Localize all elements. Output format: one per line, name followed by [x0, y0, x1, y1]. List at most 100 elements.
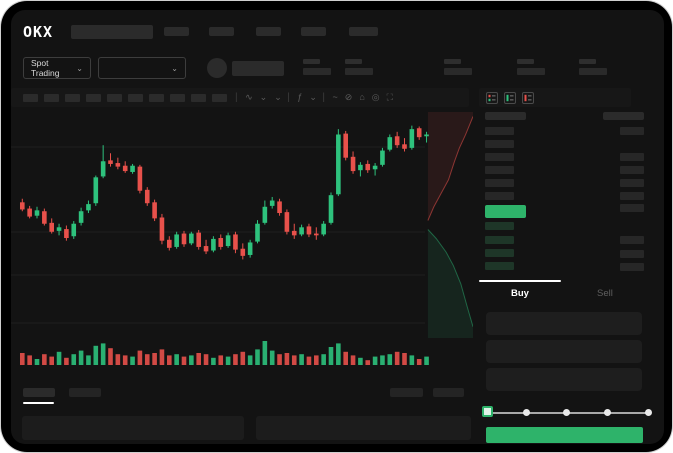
chevron-down-icon: ⌄ [76, 63, 83, 73]
ask-row-placeholder [485, 127, 514, 135]
book-combined-icon[interactable] [486, 91, 498, 104]
stat-label-placeholder [579, 59, 596, 64]
bid-amount-placeholder [620, 236, 644, 244]
candle-style-icon[interactable]: ∿ [245, 92, 253, 102]
orderbook-header-amount [603, 112, 644, 120]
interval-button-placeholder[interactable] [212, 93, 227, 102]
orders-table-placeholder [256, 416, 471, 440]
stat-label-placeholder [444, 59, 461, 64]
interval-button-placeholder[interactable] [107, 93, 122, 102]
settings-icon[interactable]: ◎ [371, 92, 380, 102]
slider-stop-dot[interactable] [604, 409, 611, 416]
interval-button-placeholder[interactable] [65, 93, 80, 102]
ask-row-placeholder [485, 140, 514, 148]
stat-value-placeholder [303, 68, 331, 75]
stat-value-placeholder [444, 68, 472, 75]
bottom-action-placeholder[interactable] [390, 388, 423, 397]
candlestick-chart[interactable] [11, 106, 473, 382]
bottom-tab[interactable] [69, 388, 101, 397]
ticker-stat-placeholder [444, 59, 472, 75]
chart-toolbar: | ∿ ⌄ ⌄ | ƒ ⌄ | ~ ⊘ ⌂ ◎ ⛶ [11, 88, 469, 107]
tab-buy[interactable]: Buy [511, 288, 529, 299]
bid-row-placeholder [485, 236, 514, 244]
bottom-action-placeholder[interactable] [433, 388, 464, 397]
chevron-down-icon: ⌄ [171, 63, 178, 73]
ask-row-placeholder [485, 192, 514, 200]
interval-button-placeholder[interactable] [128, 93, 143, 102]
bottom-tab-active[interactable] [23, 388, 55, 397]
amount-input-placeholder[interactable] [486, 340, 642, 363]
slider-stop-dot[interactable] [563, 409, 570, 416]
search-placeholder[interactable] [71, 25, 153, 39]
chevron-down-icon[interactable]: ⌄ [309, 92, 317, 102]
bid-row-placeholder [485, 262, 514, 270]
stat-value-placeholder [345, 68, 373, 75]
ticker-stat-placeholder [517, 59, 545, 75]
tab-sell[interactable]: Sell [597, 288, 613, 299]
ask-row-placeholder [485, 179, 514, 187]
book-sell-icon[interactable] [522, 91, 534, 104]
ticker-stat-placeholder [345, 59, 373, 75]
ask-row-placeholder [485, 153, 514, 161]
nav-item-placeholder[interactable] [349, 27, 378, 36]
ask-amount-placeholder [620, 166, 644, 174]
stat-label-placeholder [345, 59, 362, 64]
orderbook-header-price [485, 112, 526, 120]
total-input-placeholder[interactable] [486, 368, 642, 391]
slider-stop-dot[interactable] [523, 409, 530, 416]
compare-icon[interactable]: ⊘ [344, 92, 353, 102]
ticker-stat-placeholder [303, 59, 331, 75]
bid-amount-placeholder [620, 250, 644, 258]
nav-item-placeholder[interactable] [301, 27, 326, 36]
ask-amount-placeholder [620, 153, 644, 161]
book-buy-icon[interactable] [504, 91, 516, 104]
chart-area[interactable] [11, 106, 474, 382]
fullscreen-icon[interactable]: ⛶ [386, 92, 393, 102]
slider-stop-dot[interactable] [645, 409, 652, 416]
nav-item-placeholder[interactable] [209, 27, 234, 36]
ask-row-placeholder [485, 166, 514, 174]
interval-button-placeholder[interactable] [149, 93, 164, 102]
bid-row-placeholder [485, 222, 514, 230]
depth-chart [427, 112, 474, 338]
okx-logo[interactable]: OKX [23, 23, 54, 41]
interval-button-placeholder[interactable] [170, 93, 185, 102]
interval-button-placeholder[interactable] [44, 93, 59, 102]
interval-button-placeholder[interactable] [23, 93, 38, 102]
camera-icon[interactable]: ⌂ [359, 92, 365, 102]
ask-amount-placeholder [620, 127, 644, 135]
nav-item-placeholder[interactable] [164, 27, 189, 36]
buy-submit-button[interactable] [486, 427, 643, 443]
chart-layout-icon[interactable]: ⌄ [274, 92, 282, 102]
ticker-stat-placeholder [579, 59, 607, 75]
chevron-down-icon[interactable]: ⌄ [259, 92, 268, 102]
pair-dropdown[interactable]: ⌄ [98, 57, 186, 79]
interval-button-placeholder[interactable] [191, 93, 206, 102]
last-price-indicator[interactable] [485, 205, 526, 218]
bottom-tab-indicator [23, 402, 54, 404]
ask-amount-placeholder [620, 192, 644, 200]
interval-button-placeholder[interactable] [86, 93, 101, 102]
stat-label-placeholder [517, 59, 534, 64]
ask-amount-placeholder [620, 179, 644, 187]
price-input-placeholder[interactable] [486, 312, 642, 335]
toolbar-separator: | [322, 92, 326, 103]
app-screen: OKX Spot Trading ⌄ ⌄ | ∿ ⌄ ⌄ | ƒ ⌄ | ~ ⊘ ⌂ ◎ ⛶ [11, 10, 664, 444]
amount-slider-handle[interactable] [482, 406, 493, 417]
orders-table-placeholder [22, 416, 244, 440]
stat-value-placeholder [579, 68, 607, 75]
indicators-icon[interactable]: ƒ [297, 92, 303, 102]
nav-item-placeholder[interactable] [256, 27, 281, 36]
toolbar-separator: | [235, 92, 238, 103]
ask-amount-placeholder [620, 204, 644, 212]
market-type-selector[interactable]: Spot Trading ⌄ [23, 57, 91, 79]
market-type-label: Spot Trading [31, 58, 60, 78]
pair-name-placeholder [232, 61, 284, 76]
bid-amount-placeholder [620, 263, 644, 271]
line-tool-icon[interactable]: ~ [332, 92, 338, 102]
stat-value-placeholder [517, 68, 545, 75]
toolbar-separator: | [287, 92, 290, 103]
active-tab-indicator [479, 280, 561, 282]
bid-row-placeholder [485, 249, 514, 257]
